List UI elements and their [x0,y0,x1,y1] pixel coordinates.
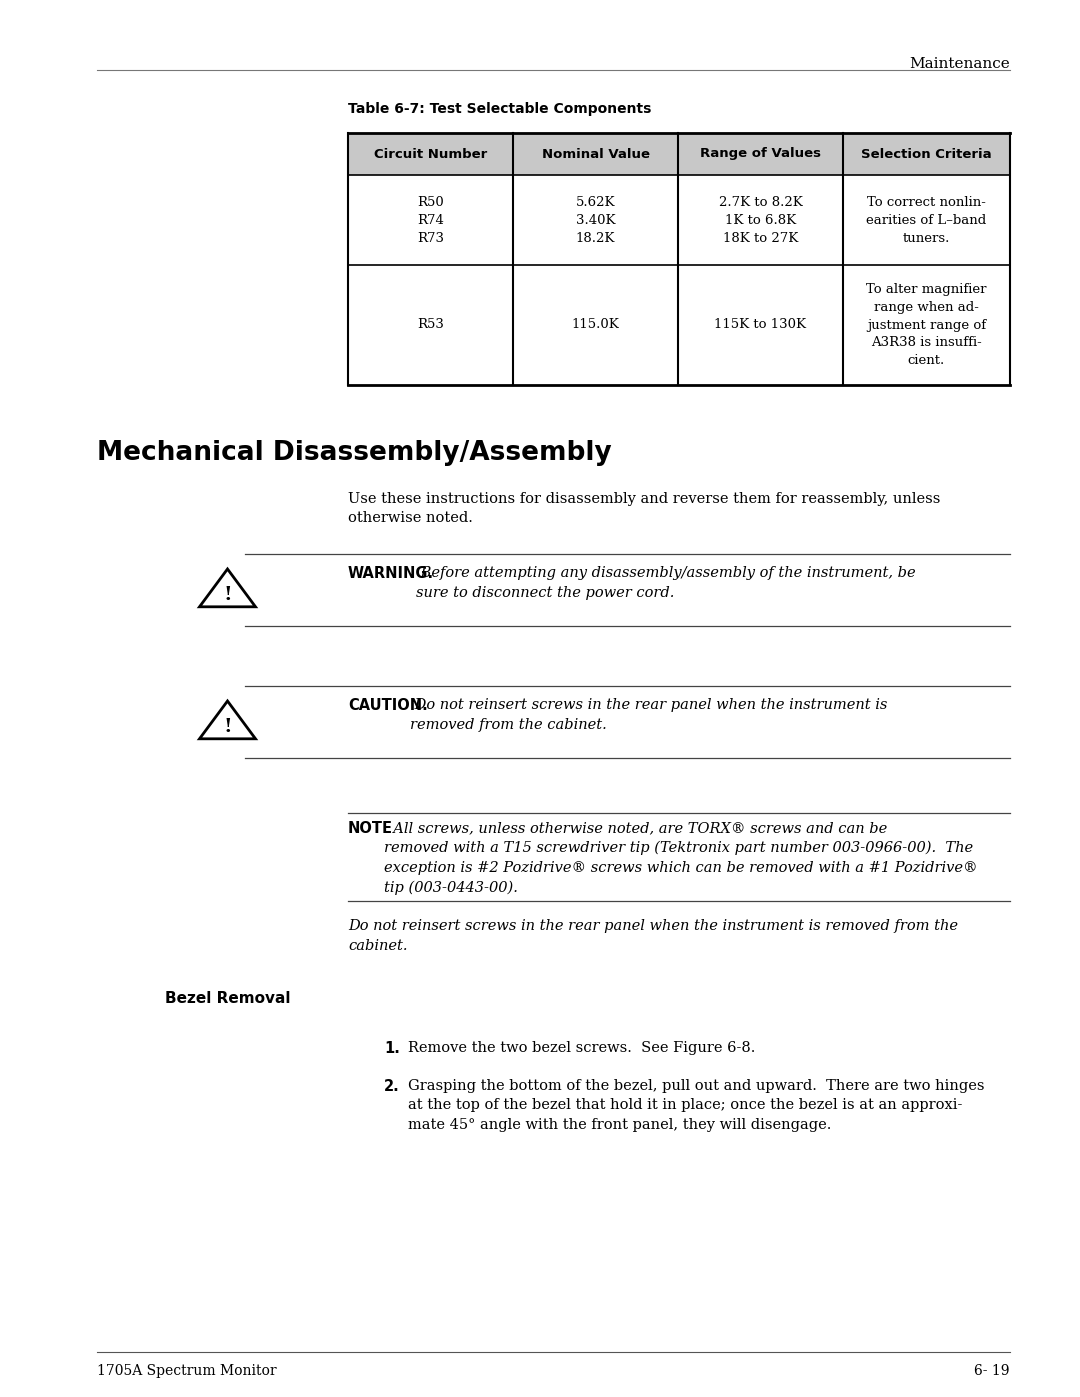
Text: 115.0K: 115.0K [571,319,619,331]
Text: Circuit Number: Circuit Number [374,148,487,161]
Text: Do not reinsert screws in the rear panel when the instrument is
removed from the: Do not reinsert screws in the rear panel… [410,698,888,732]
Text: NOTE: NOTE [348,821,393,835]
Text: 1705A Spectrum Monitor: 1705A Spectrum Monitor [97,1363,276,1377]
Text: Remove the two bezel screws.  See Figure 6-8.: Remove the two bezel screws. See Figure … [408,1041,755,1055]
Polygon shape [200,701,256,739]
Text: To correct nonlin-
earities of L–band
tuners.: To correct nonlin- earities of L–band tu… [866,196,987,244]
Text: 2.: 2. [384,1078,400,1094]
Text: Use these instructions for disassembly and reverse them for reassembly, unless
o: Use these instructions for disassembly a… [348,492,941,525]
Text: R53: R53 [417,319,444,331]
Polygon shape [200,569,256,606]
Text: !: ! [224,718,232,736]
Text: 1.: 1. [384,1041,400,1056]
Text: 6- 19: 6- 19 [974,1363,1010,1377]
Bar [348,133,1010,175]
Text: Selection Criteria: Selection Criteria [861,148,991,161]
Text: !: ! [224,585,232,604]
Text: . All screws, unless otherwise noted, are TORX® screws and can be
removed with a: . All screws, unless otherwise noted, ar… [384,821,977,894]
Text: CAUTION.: CAUTION. [348,698,428,712]
Text: To alter magnifier
range when ad-
justment range of
A3R38 is insuffi-
cient.: To alter magnifier range when ad- justme… [866,282,987,367]
Text: Range of Values: Range of Values [700,148,821,161]
Text: Do not reinsert screws in the rear panel when the instrument is removed from the: Do not reinsert screws in the rear panel… [348,919,958,953]
Text: Bezel Removal: Bezel Removal [165,990,291,1006]
Text: Grasping the bottom of the bezel, pull out and upward.  There are two hinges
at : Grasping the bottom of the bezel, pull o… [408,1078,985,1132]
Text: Maintenance: Maintenance [909,57,1010,71]
Text: WARNING.: WARNING. [348,566,434,581]
Text: 115K to 130K: 115K to 130K [715,319,807,331]
Text: 5.62K
3.40K
18.2K: 5.62K 3.40K 18.2K [576,196,616,244]
Text: Before attempting any disassembly/assembly of the instrument, be
sure to disconn: Before attempting any disassembly/assemb… [416,566,916,599]
Text: R50
R74
R73: R50 R74 R73 [417,196,444,244]
Text: 2.7K to 8.2K
1K to 6.8K
18K to 27K: 2.7K to 8.2K 1K to 6.8K 18K to 27K [718,196,802,244]
Text: Nominal Value: Nominal Value [541,148,649,161]
Text: Table 6-7: Test Selectable Components: Table 6-7: Test Selectable Components [348,102,651,116]
Text: Mechanical Disassembly/Assembly: Mechanical Disassembly/Assembly [97,440,611,467]
